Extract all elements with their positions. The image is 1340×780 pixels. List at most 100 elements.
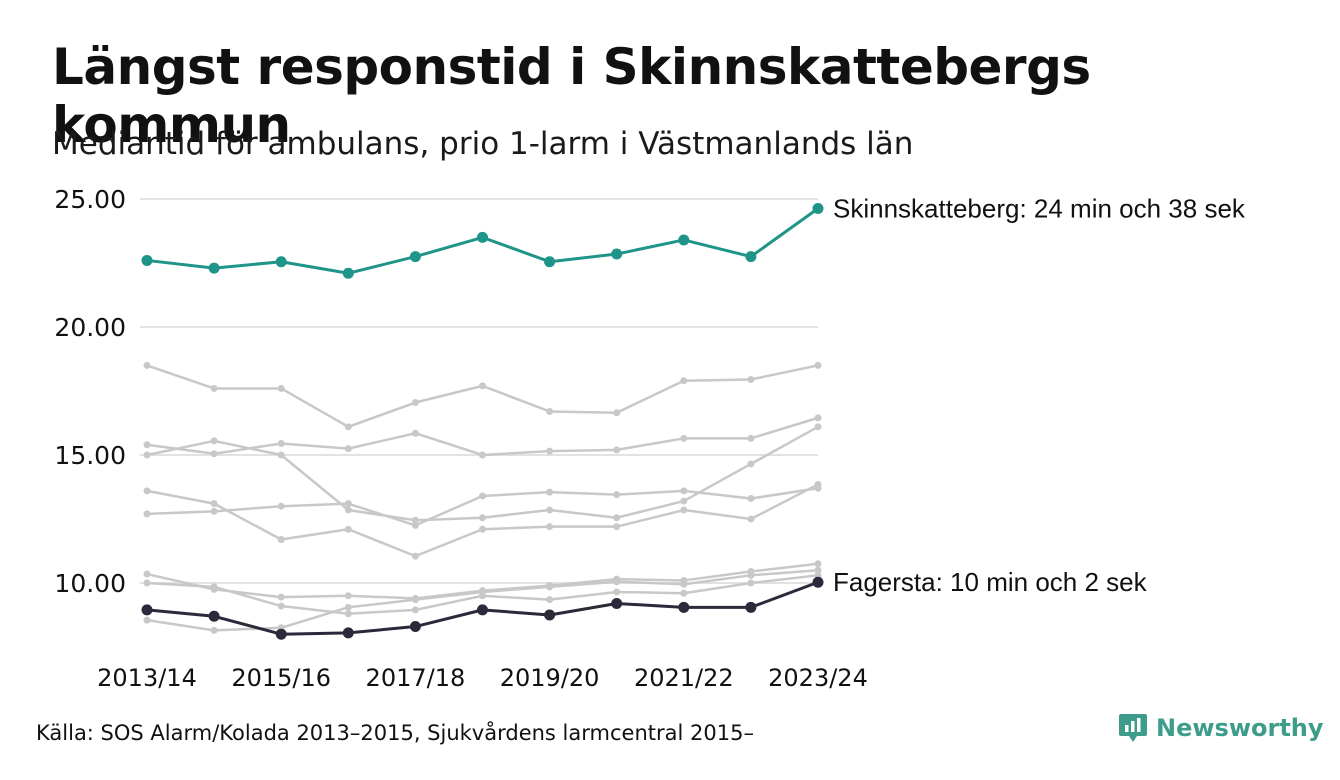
data-point xyxy=(613,446,621,454)
data-point xyxy=(210,626,218,634)
data-point xyxy=(613,409,621,417)
source-note: Källa: SOS Alarm/Kolada 2013–2015, Sjukv… xyxy=(36,721,754,745)
series-other-2 xyxy=(143,414,822,459)
data-point xyxy=(613,491,621,499)
data-point xyxy=(277,535,285,543)
data-point xyxy=(141,254,153,266)
data-point xyxy=(611,597,623,609)
data-point xyxy=(546,596,554,604)
data-point xyxy=(747,571,755,579)
data-point xyxy=(814,560,822,568)
data-point xyxy=(747,495,755,503)
data-point xyxy=(344,506,352,514)
data-point xyxy=(277,439,285,447)
data-point xyxy=(678,234,690,246)
data-point xyxy=(546,407,554,415)
data-point xyxy=(814,566,822,574)
y-tick-label: 10.00 xyxy=(54,569,126,598)
data-point xyxy=(747,375,755,383)
data-point xyxy=(344,423,352,431)
x-tick-label: 2013/14 xyxy=(97,664,197,692)
series-lines xyxy=(141,202,824,640)
data-point xyxy=(210,500,218,508)
data-point xyxy=(141,604,153,616)
data-point xyxy=(814,414,822,422)
data-point xyxy=(680,434,688,442)
data-point xyxy=(411,596,419,604)
data-point xyxy=(613,588,621,596)
data-point xyxy=(613,514,621,522)
data-point xyxy=(277,451,285,459)
data-point xyxy=(409,621,421,633)
series-other-5 xyxy=(143,480,822,560)
data-point xyxy=(208,262,220,274)
data-point xyxy=(745,601,757,613)
data-point xyxy=(546,447,554,455)
newsworthy-logo-icon xyxy=(1119,714,1147,742)
data-point xyxy=(342,627,354,639)
data-point xyxy=(342,267,354,279)
data-point xyxy=(344,500,352,508)
data-point xyxy=(210,507,218,515)
data-point xyxy=(479,514,486,522)
data-point xyxy=(409,251,421,263)
data-point xyxy=(546,583,554,591)
data-point xyxy=(479,525,486,533)
x-tick-label: 2017/18 xyxy=(366,664,466,692)
data-point xyxy=(143,616,151,624)
series-line xyxy=(145,416,820,457)
data-point xyxy=(411,429,419,437)
data-point xyxy=(479,451,486,459)
series-other-4 xyxy=(143,484,822,529)
data-point xyxy=(747,579,755,587)
series-end-label: Skinnskatteberg: 24 min och 38 sek xyxy=(833,193,1246,223)
data-point xyxy=(745,251,757,263)
x-tick-label: 2023/24 xyxy=(768,664,868,692)
data-point xyxy=(344,445,352,453)
data-point xyxy=(680,497,688,505)
series-end-label: Fagersta: 10 min och 2 sek xyxy=(833,567,1148,597)
gridlines xyxy=(140,198,818,584)
data-point xyxy=(210,437,218,445)
data-point xyxy=(344,603,352,611)
data-point xyxy=(143,487,151,495)
y-tick-label: 20.00 xyxy=(54,313,126,342)
data-point xyxy=(143,579,151,587)
data-point xyxy=(812,202,824,214)
data-point xyxy=(277,593,285,601)
data-point xyxy=(477,231,488,243)
series-labels: Skinnskatteberg: 24 min och 38 sek Fagers… xyxy=(833,193,1246,597)
data-point xyxy=(814,423,822,431)
data-point xyxy=(344,592,352,600)
data-point xyxy=(411,521,419,529)
chart-subtitle: Mediantid för ambulans, prio 1-larm i Vä… xyxy=(52,126,914,162)
data-point xyxy=(411,606,419,614)
data-point xyxy=(680,589,688,597)
x-tick-label: 2015/16 xyxy=(231,664,331,692)
data-point xyxy=(143,451,151,459)
data-point xyxy=(479,588,486,596)
data-point xyxy=(680,487,688,495)
data-point xyxy=(546,488,554,496)
series-line xyxy=(145,364,820,429)
data-point xyxy=(344,610,352,618)
data-point xyxy=(411,516,419,524)
data-point xyxy=(747,460,755,468)
data-point xyxy=(210,384,218,392)
chart-title: Längst responstid i Skinnskattebergs kom… xyxy=(52,38,1091,154)
data-point xyxy=(275,256,287,268)
y-tick-label: 25.00 xyxy=(54,185,126,214)
x-tick-label: 2021/22 xyxy=(634,664,734,692)
data-point xyxy=(678,601,690,613)
data-point xyxy=(277,602,285,610)
data-point xyxy=(544,256,556,268)
data-point xyxy=(208,610,220,622)
data-point xyxy=(814,361,822,369)
data-point xyxy=(411,552,419,560)
x-axis-ticks: 2013/14 2015/16 2017/18 2019/20 2021/22 2023/… xyxy=(97,664,868,692)
data-point xyxy=(479,382,486,390)
series-other-1 xyxy=(143,361,822,431)
data-point xyxy=(546,506,554,514)
data-point xyxy=(479,492,486,500)
